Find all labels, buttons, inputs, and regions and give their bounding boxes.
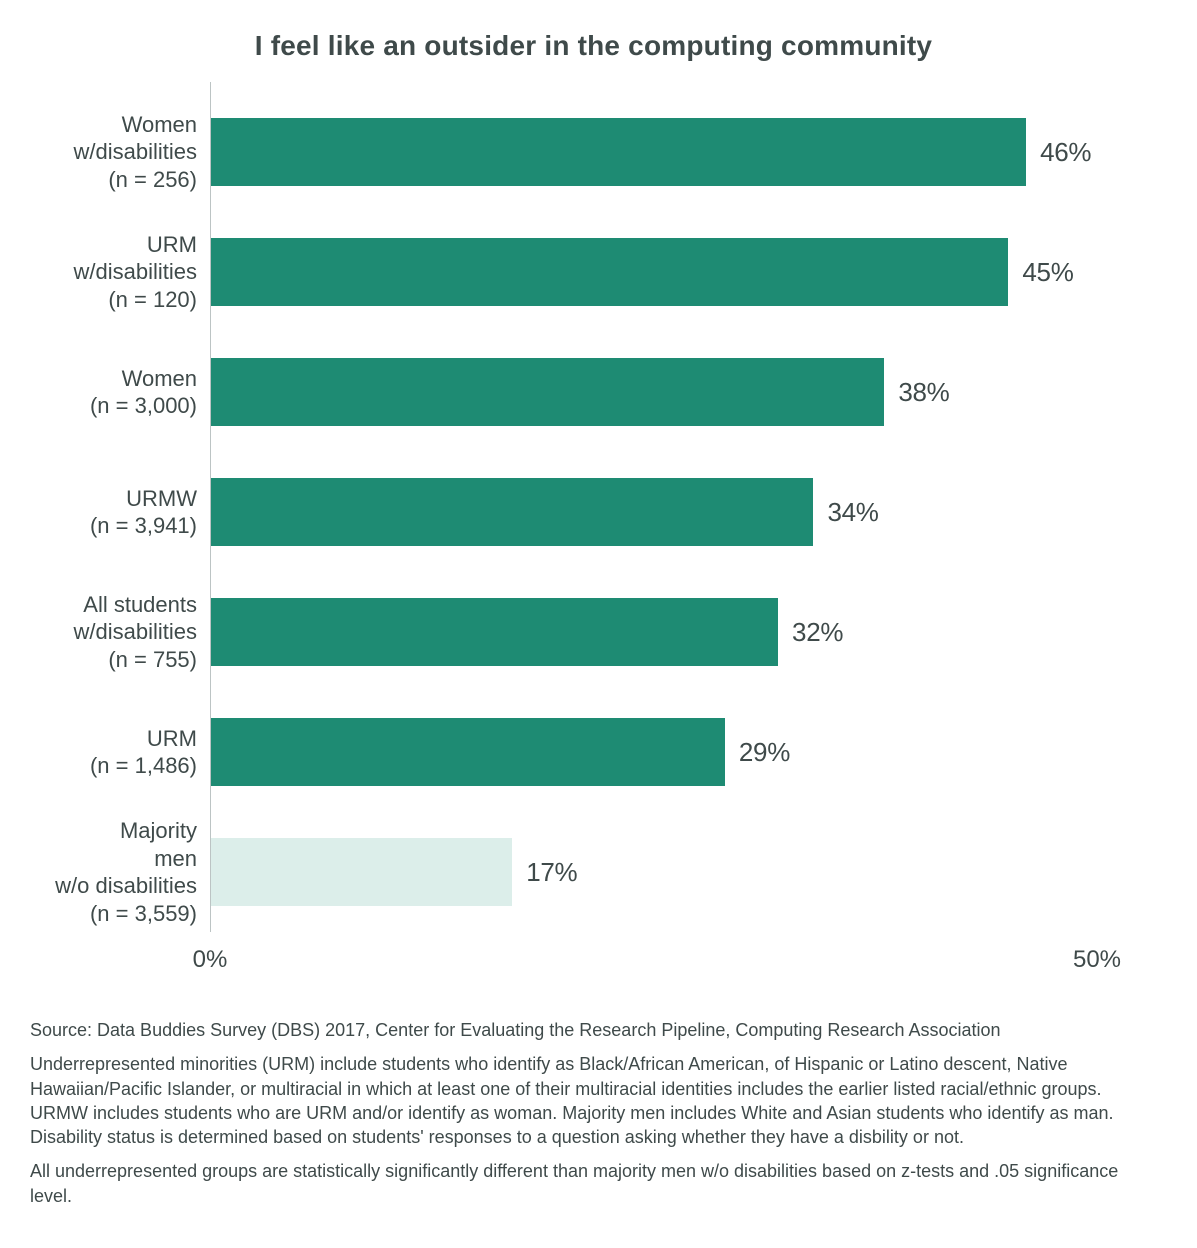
bar: [211, 718, 725, 786]
bar: [211, 118, 1026, 186]
footnote-line: Underrepresented minorities (URM) includ…: [30, 1052, 1157, 1149]
bar-value-label: 29%: [739, 737, 790, 768]
chart-title: I feel like an outsider in the computing…: [30, 30, 1157, 62]
category-label: Majority men w/o disabilities (n = 3,559…: [27, 817, 197, 927]
bar-row: URM (n = 1,486)29%: [211, 692, 1097, 812]
plot-area: Women w/disabilities (n = 256)46%URM w/d…: [210, 92, 1097, 932]
category-label: Women (n = 3,000): [27, 365, 197, 420]
bar-value-label: 34%: [827, 497, 878, 528]
bar-row: Women (n = 3,000)38%: [211, 332, 1097, 452]
footnote-line: Source: Data Buddies Survey (DBS) 2017, …: [30, 1018, 1157, 1042]
bar-value-label: 17%: [526, 857, 577, 888]
bar-value-label: 38%: [898, 377, 949, 408]
bar: [211, 358, 884, 426]
bar: [211, 598, 778, 666]
category-label: All students w/disabilities (n = 755): [27, 591, 197, 674]
bar: [211, 478, 813, 546]
bar-row: URM w/disabilities (n = 120)45%: [211, 212, 1097, 332]
bar: [211, 238, 1008, 306]
chart-container: Women w/disabilities (n = 256)46%URM w/d…: [210, 92, 1097, 978]
bar-row: All students w/disabilities (n = 755)32%: [211, 572, 1097, 692]
bar-value-label: 46%: [1040, 137, 1091, 168]
x-tick-label: 0%: [193, 946, 228, 974]
x-tick-label: 50%: [1073, 946, 1121, 974]
bar-row: URMW (n = 3,941)34%: [211, 452, 1097, 572]
bar-value-label: 45%: [1022, 257, 1073, 288]
category-label: URMW (n = 3,941): [27, 485, 197, 540]
x-axis: 0%50%: [210, 938, 1097, 978]
category-label: Women w/disabilities (n = 256): [27, 111, 197, 194]
category-label: URM w/disabilities (n = 120): [27, 231, 197, 314]
footnote-line: All underrepresented groups are statisti…: [30, 1159, 1157, 1208]
bar-value-label: 32%: [792, 617, 843, 648]
bar: [211, 838, 512, 906]
category-label: URM (n = 1,486): [27, 725, 197, 780]
bar-row: Women w/disabilities (n = 256)46%: [211, 92, 1097, 212]
bar-row: Majority men w/o disabilities (n = 3,559…: [211, 812, 1097, 932]
footnotes: Source: Data Buddies Survey (DBS) 2017, …: [30, 1018, 1157, 1208]
